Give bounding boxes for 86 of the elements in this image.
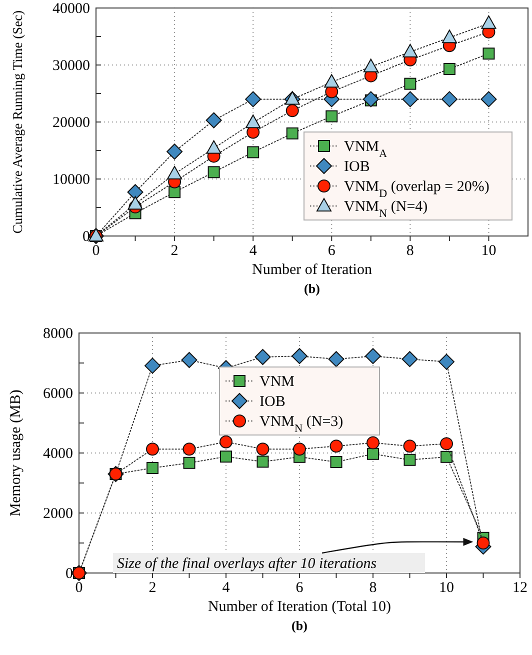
- x-tick-label: 4: [222, 580, 230, 596]
- point: [438, 354, 454, 370]
- point: [246, 114, 261, 128]
- x-tick-label: 8: [369, 580, 377, 596]
- point: [328, 351, 344, 368]
- legend-label: VNM$_{N}$ (N=4): [344, 199, 428, 220]
- y-tick-label: 2000: [43, 506, 73, 522]
- point: [166, 144, 183, 160]
- point: [330, 456, 342, 468]
- y-tick-label: 4000: [43, 446, 73, 462]
- legend-label: VNM$_{N}$ (N=3): [260, 414, 344, 435]
- point: [245, 91, 262, 108]
- point: [254, 349, 271, 365]
- point: [286, 104, 299, 118]
- annotation: Size of the final overlays after 10 iterations: [117, 556, 377, 572]
- point: [247, 146, 260, 158]
- point: [326, 110, 338, 122]
- x-tick-label: 6: [328, 243, 336, 259]
- point: [256, 456, 269, 468]
- x-tick-label: 12: [512, 580, 528, 596]
- y-tick-label: 40000: [52, 1, 90, 17]
- point: [404, 78, 416, 90]
- point: [146, 442, 159, 456]
- point: [181, 352, 198, 368]
- x-tick-label: 0: [92, 243, 100, 259]
- x-tick-label: 10: [481, 243, 496, 259]
- point: [220, 450, 232, 463]
- legend-label: VNM$_{D}$ (overlap = 20%): [344, 179, 490, 200]
- point: [402, 351, 418, 368]
- x-tick-label: 4: [249, 243, 258, 259]
- x-tick-label: 2: [148, 580, 156, 596]
- point: [128, 196, 143, 210]
- point: [208, 166, 220, 178]
- point: [402, 44, 418, 58]
- point: [146, 462, 158, 474]
- point: [481, 15, 496, 29]
- point: [292, 348, 308, 364]
- y-tick-label: 30000: [52, 58, 90, 74]
- point: [440, 437, 453, 450]
- text: (b): [292, 618, 308, 633]
- y-tick-label: 8000: [43, 326, 73, 342]
- legend-label: VNM: [260, 374, 295, 390]
- x-tick-label: 6: [296, 580, 304, 596]
- x-axis-title: Number of Iteration: [252, 262, 372, 278]
- point: [286, 127, 298, 140]
- x-tick-label: 10: [439, 580, 454, 596]
- y-axis-title: Cumulative Average Running Time (Sec): [10, 10, 25, 234]
- point: [367, 448, 379, 460]
- y-tick-label: 20000: [52, 115, 90, 131]
- point: [363, 58, 378, 72]
- point: [206, 112, 222, 128]
- text: (b): [304, 281, 320, 296]
- point: [480, 91, 497, 108]
- legend-label: IOB: [344, 159, 370, 175]
- x-tick-label: 8: [406, 243, 414, 259]
- point: [443, 62, 456, 75]
- x-tick-label: 2: [170, 243, 178, 259]
- point: [442, 30, 457, 44]
- point: [127, 184, 144, 200]
- point: [206, 140, 222, 154]
- point: [324, 74, 340, 88]
- legend-label: VNM$_{A}$: [344, 139, 388, 160]
- point: [256, 442, 270, 456]
- point: [476, 536, 490, 550]
- point: [482, 48, 495, 60]
- point: [182, 442, 196, 456]
- point: [220, 435, 232, 448]
- point: [144, 358, 160, 374]
- y-tick-label: 10000: [52, 172, 90, 188]
- legend-label: IOB: [260, 394, 286, 410]
- point: [404, 454, 416, 466]
- point: [362, 91, 379, 108]
- point: [330, 440, 343, 453]
- point: [293, 442, 306, 456]
- point: [441, 91, 458, 108]
- point: [167, 166, 182, 180]
- point: [402, 91, 418, 108]
- point: [365, 348, 381, 364]
- point: [403, 440, 416, 453]
- point: [440, 450, 452, 463]
- point: [168, 186, 181, 198]
- point: [183, 456, 196, 469]
- x-axis-title: Number of Iteration (Total 10): [208, 599, 392, 615]
- y-tick-label: 6000: [43, 386, 73, 402]
- point: [366, 436, 380, 450]
- y-axis-title: Memory usage (MB): [8, 390, 24, 516]
